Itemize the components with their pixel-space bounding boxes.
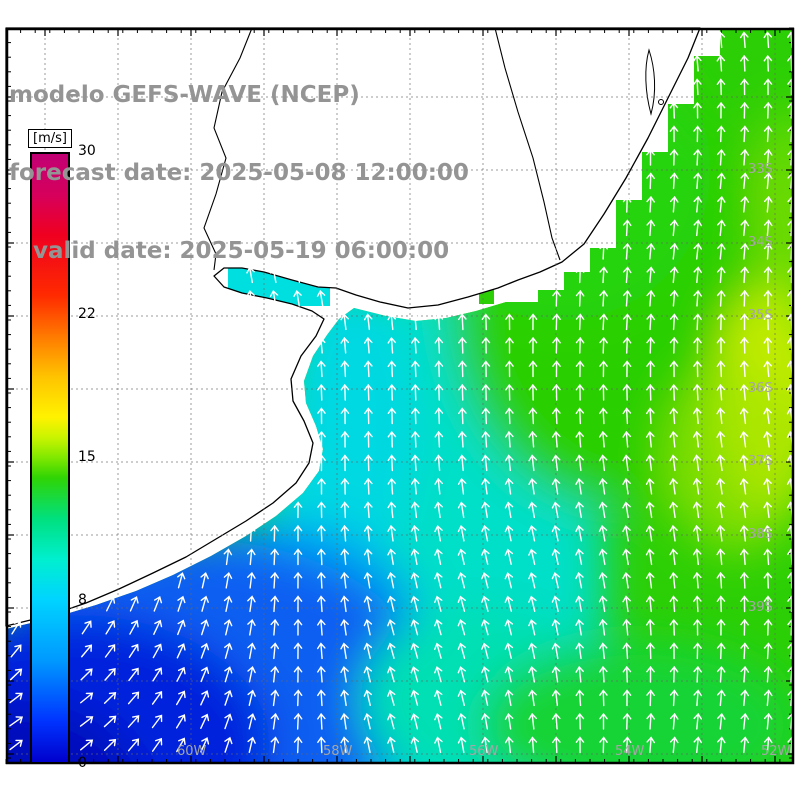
colorbar-tick-label: 8 <box>78 591 87 608</box>
lat-label: 34S <box>748 235 773 250</box>
map-frame <box>5 27 795 765</box>
lon-label: 60W <box>177 744 207 759</box>
inland-border-west <box>203 27 253 271</box>
colorbar-gradient <box>30 152 70 764</box>
lat-label: 39S <box>748 600 773 615</box>
model-title: modelo GEFS-WAVE (NCEP) <box>9 82 360 108</box>
lat-label: 35S <box>748 308 773 323</box>
forecast-date: forecast date: 2025-05-08 12:00:00 <box>9 160 469 186</box>
lon-label: 52W <box>761 744 791 759</box>
lat-label: 33S <box>748 162 773 177</box>
title-block: modelo GEFS-WAVE (NCEP) forecast date: 2… <box>9 30 469 290</box>
landmass-coastline <box>5 27 701 627</box>
valid-date: valid date: 2025-05-19 06:00:00 <box>9 238 450 264</box>
graticule <box>6 28 794 764</box>
lon-label: 54W <box>615 744 645 759</box>
lat-label: 38S <box>748 527 773 542</box>
lon-label: 56W <box>469 744 499 759</box>
coastal-lagoon <box>645 48 656 116</box>
colorbar-tick-label: 30 <box>78 143 96 159</box>
lat-label: 37S <box>748 454 773 469</box>
lat-label: 36S <box>748 381 773 396</box>
small-lagoon <box>658 99 664 105</box>
colorbar-tick-label: 15 <box>78 449 96 465</box>
lon-label: 58W <box>323 744 353 759</box>
colorbar-tick-label: 0 <box>78 755 87 771</box>
colorbar-tick-label: 22 <box>78 306 96 323</box>
inland-border-east <box>494 27 561 261</box>
colorbar-unit-label: [m/s] <box>28 129 72 148</box>
